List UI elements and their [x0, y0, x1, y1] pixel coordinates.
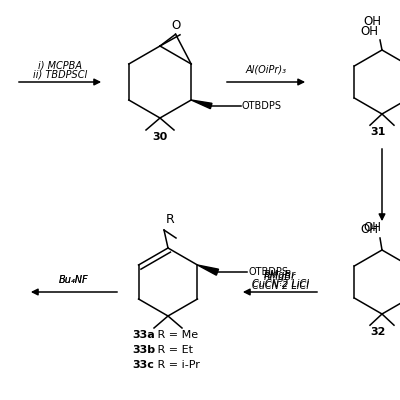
Text: R = Me: R = Me — [154, 330, 198, 340]
Text: O: O — [171, 19, 180, 32]
Text: Bu₄NF: Bu₄NF — [59, 275, 89, 285]
Text: 32: 32 — [370, 327, 386, 337]
Text: 31: 31 — [370, 127, 386, 137]
Text: OH: OH — [360, 223, 378, 236]
Text: 33b: 33b — [132, 345, 155, 355]
Text: R = i-Pr: R = i-Pr — [154, 360, 200, 370]
Polygon shape — [191, 100, 212, 109]
Text: Bu₄NF: Bu₄NF — [59, 275, 89, 285]
Text: CuCN·2 LiCl: CuCN·2 LiCl — [252, 281, 308, 291]
Text: OH: OH — [363, 221, 381, 234]
Text: OTBDPS: OTBDPS — [248, 267, 288, 277]
Text: OH: OH — [360, 25, 378, 38]
Text: i) MCPBA: i) MCPBA — [38, 60, 82, 70]
Text: 30: 30 — [152, 132, 168, 142]
Text: 33c: 33c — [132, 360, 154, 370]
Text: OTBDPS: OTBDPS — [242, 101, 282, 111]
Text: CuCN·2 LiCl: CuCN·2 LiCl — [252, 279, 308, 289]
Text: 33a: 33a — [132, 330, 155, 340]
Polygon shape — [198, 265, 218, 275]
Text: ii) TBDPSCl: ii) TBDPSCl — [33, 69, 87, 79]
Text: R: R — [166, 213, 175, 226]
Text: RMgBr: RMgBr — [264, 272, 296, 282]
Text: Al(OiPr)₃: Al(OiPr)₃ — [246, 65, 286, 75]
Text: R = Et: R = Et — [154, 345, 193, 355]
Text: RMgBr: RMgBr — [264, 270, 296, 280]
Text: OH: OH — [363, 15, 381, 28]
